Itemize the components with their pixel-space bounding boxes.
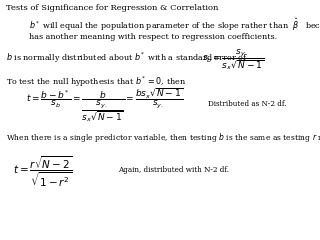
Text: $b^*$ will equal the population parameter of the slope rather than  $\hat{\beta}: $b^*$ will equal the population paramete… (29, 17, 320, 33)
Text: has another meaning with respect to regression coefficients.: has another meaning with respect to regr… (29, 33, 277, 41)
Text: $t = \dfrac{r\sqrt{N-2}}{\sqrt{1-r^2}}$: $t = \dfrac{r\sqrt{N-2}}{\sqrt{1-r^2}}$ (13, 155, 72, 189)
Text: $s_b = \dfrac{s_{y.}}{s_x\sqrt{N-1}}$: $s_b = \dfrac{s_{y.}}{s_x\sqrt{N-1}}$ (202, 48, 264, 72)
Text: Distributed as N-2 df.: Distributed as N-2 df. (208, 100, 286, 108)
Text: To test the null hypothesis that $b^* = 0$, then: To test the null hypothesis that $b^* = … (6, 74, 187, 89)
Text: $t = \dfrac{b - b^*}{s_b} = \dfrac{b}{\dfrac{s_{y.}}{s_x\sqrt{N-1}}} = \dfrac{bs: $t = \dfrac{b - b^*}{s_b} = \dfrac{b}{\d… (26, 87, 183, 124)
Text: $b$ is normally distributed about $b^*$ with a standard error of: $b$ is normally distributed about $b^*$ … (6, 50, 248, 65)
Text: Tests of Significance for Regression & Correlation: Tests of Significance for Regression & C… (6, 4, 219, 12)
Text: Again, distributed with N-2 df.: Again, distributed with N-2 df. (118, 166, 229, 174)
Text: When there is a single predictor variable, then testing $b$ is the same as testi: When there is a single predictor variabl… (6, 132, 320, 144)
